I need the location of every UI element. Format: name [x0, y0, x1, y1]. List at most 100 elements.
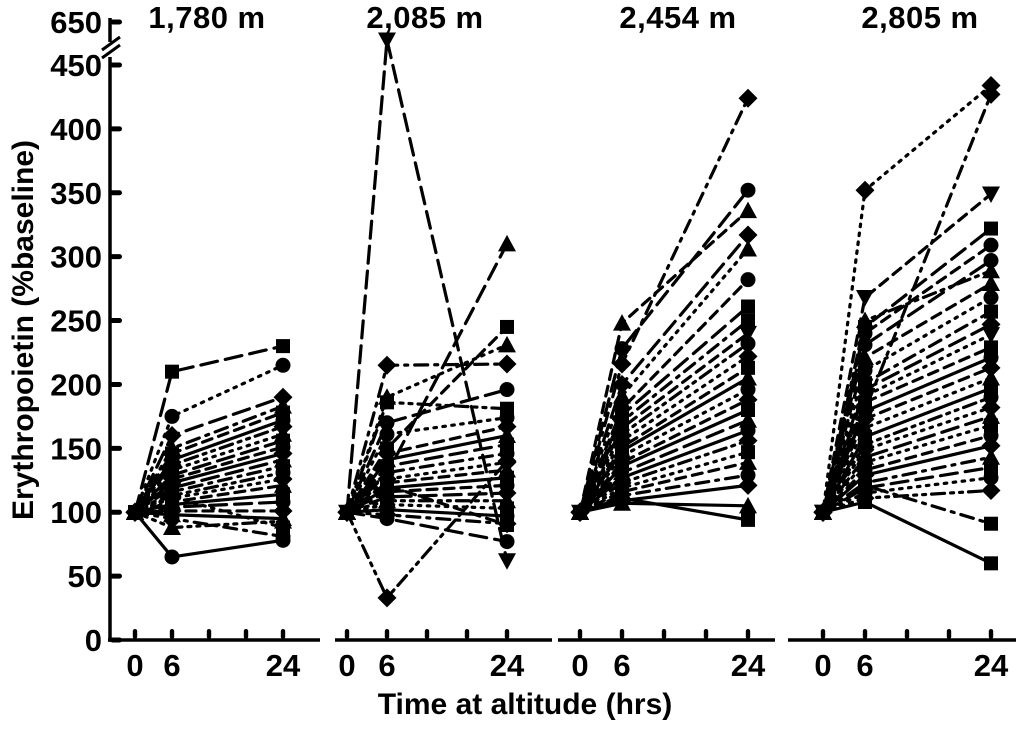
marker-square [741, 313, 755, 328]
y-axis-break-slash [101, 35, 121, 52]
x-tick-label-6: 6 [163, 648, 180, 683]
marker-square [741, 512, 755, 527]
marker-circle [164, 408, 180, 424]
x-tick [745, 629, 751, 639]
marker-up-triangle [739, 201, 757, 219]
marker-circle [127, 504, 143, 520]
marker-square [500, 319, 514, 334]
marker-square [165, 489, 179, 504]
marker-up-triangle [856, 348, 874, 366]
panel-title-2085m: 2,085 m [366, 0, 484, 35]
y-tick-label-250: 250 [50, 304, 102, 339]
marker-diamond [497, 354, 517, 374]
x-tick [243, 629, 249, 639]
marker-down-triangle [378, 32, 396, 49]
x-tick-label-6: 6 [613, 648, 630, 683]
marker-up-triangle [739, 369, 757, 386]
marker-up-triangle [498, 335, 516, 353]
marker-diamond [855, 180, 875, 200]
series-line [821, 192, 993, 514]
marker-square [984, 418, 998, 433]
panel-title-2454m: 2,454 m [619, 0, 737, 35]
marker-circle [499, 534, 515, 550]
y-tick-label-100: 100 [50, 495, 102, 530]
y-tick [110, 190, 122, 196]
series-line [345, 387, 509, 514]
marker-diamond [612, 374, 632, 394]
marker-square [858, 495, 872, 509]
marker-square [858, 478, 872, 493]
marker-down-triangle [982, 327, 1000, 344]
marker-diamond [981, 436, 1001, 456]
marker-up-triangle [498, 234, 516, 252]
marker-square [573, 505, 587, 520]
series-line [821, 310, 993, 514]
marker-up-triangle [274, 512, 292, 529]
marker-down-triangle [498, 553, 516, 570]
marker-diamond [377, 355, 397, 375]
series-line [133, 458, 285, 514]
marker-square [741, 403, 755, 417]
marker-up-triangle [613, 386, 631, 404]
marker-square [984, 516, 998, 531]
y-tick [110, 445, 122, 451]
marker-circle [740, 382, 756, 398]
marker-circle [740, 182, 756, 198]
x-tick-label-24: 24 [731, 648, 766, 683]
y-tick [110, 126, 122, 132]
marker-circle [275, 532, 291, 548]
x-tick [206, 629, 212, 639]
marker-diamond [981, 84, 1001, 104]
x-tick [384, 629, 390, 639]
y-tick [110, 318, 122, 324]
marker-circle [983, 253, 999, 268]
marker-circle [983, 470, 999, 486]
series-line [133, 344, 285, 514]
marker-diamond [738, 225, 758, 245]
series-line [345, 483, 509, 527]
series-line [133, 509, 285, 514]
marker-circle [275, 357, 291, 373]
x-tick [464, 629, 470, 639]
y-tick [110, 19, 122, 25]
marker-down-triangle [982, 186, 1000, 204]
x-tick [703, 629, 709, 639]
marker-up-triangle [856, 311, 874, 329]
x-tick-label-24: 24 [490, 648, 525, 683]
series-line [821, 333, 993, 514]
marker-square [984, 340, 998, 355]
marker-circle [499, 382, 515, 398]
marker-circle [379, 415, 395, 431]
marker-diamond [497, 451, 517, 471]
series-line [578, 473, 750, 514]
y-tick [110, 254, 122, 260]
series-line [578, 247, 750, 514]
x-tick [820, 629, 826, 639]
x-tick [280, 629, 286, 639]
marker-square [984, 556, 998, 571]
marker-diamond [377, 588, 397, 608]
marker-square [380, 478, 394, 493]
marker-square [165, 364, 179, 379]
y-tick-label-300: 300 [50, 240, 102, 275]
x-tick [504, 629, 510, 639]
x-tick [862, 629, 868, 639]
y-axis-break-slash [101, 43, 121, 60]
marker-up-triangle [739, 496, 757, 514]
y-tick [110, 62, 122, 68]
marker-circle [740, 272, 756, 288]
x-tick [132, 629, 138, 639]
series-line [578, 460, 750, 514]
marker-square [615, 491, 629, 506]
marker-up-triangle [739, 453, 757, 470]
x-tick [946, 629, 952, 639]
marker-circle [379, 511, 395, 527]
marker-circle [379, 426, 395, 442]
y-tick-label-50: 50 [68, 559, 102, 594]
x-tick-label-24: 24 [974, 648, 1009, 683]
series-line [821, 500, 993, 565]
y-tick-label-450: 450 [50, 48, 102, 83]
x-tick [424, 629, 430, 639]
